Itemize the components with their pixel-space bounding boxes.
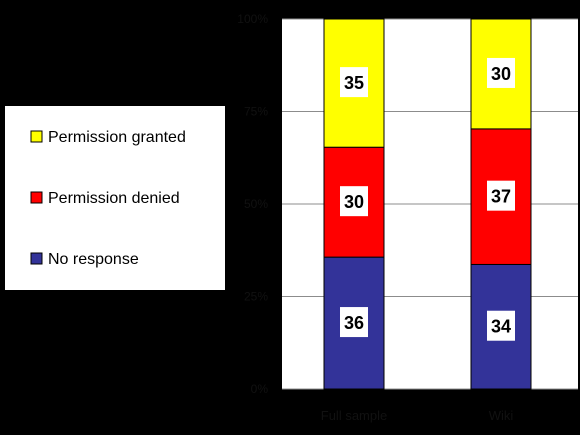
legend-swatch bbox=[30, 130, 43, 143]
x-category-label: Full sample bbox=[321, 408, 387, 423]
legend-label: No response bbox=[48, 251, 139, 268]
y-tick-label: 75% bbox=[244, 105, 268, 119]
x-axis: Full sample Wiki bbox=[321, 408, 514, 423]
y-tick-label: 0% bbox=[251, 382, 269, 396]
legend-label: Permission granted bbox=[48, 129, 186, 146]
data-label-bg bbox=[340, 307, 368, 338]
bars: 36 30 35 34 37 30 bbox=[323, 18, 532, 390]
data-label: 35 bbox=[344, 73, 364, 93]
legend-swatch bbox=[30, 252, 43, 265]
data-label: 36 bbox=[344, 313, 364, 333]
legend: Permission granted Permission denied No re… bbox=[5, 106, 225, 290]
x-category-label: Wiki bbox=[489, 408, 514, 423]
data-label-bg bbox=[487, 310, 515, 341]
data-label: 30 bbox=[491, 64, 511, 84]
y-tick-label: 25% bbox=[244, 290, 268, 304]
data-label-bg bbox=[487, 180, 515, 211]
legend-swatch bbox=[30, 191, 43, 204]
y-axis: 0% 25% 50% 75% 100% bbox=[237, 12, 268, 396]
data-label-bg bbox=[487, 57, 515, 88]
data-label-bg bbox=[340, 186, 368, 217]
data-label-bg bbox=[340, 67, 368, 98]
data-label: 34 bbox=[491, 317, 511, 337]
legend-label: Permission denied bbox=[48, 190, 180, 207]
data-label: 30 bbox=[344, 192, 364, 212]
y-tick-label: 50% bbox=[244, 197, 268, 211]
y-tick-label: 100% bbox=[237, 12, 268, 26]
data-label: 37 bbox=[491, 187, 511, 207]
